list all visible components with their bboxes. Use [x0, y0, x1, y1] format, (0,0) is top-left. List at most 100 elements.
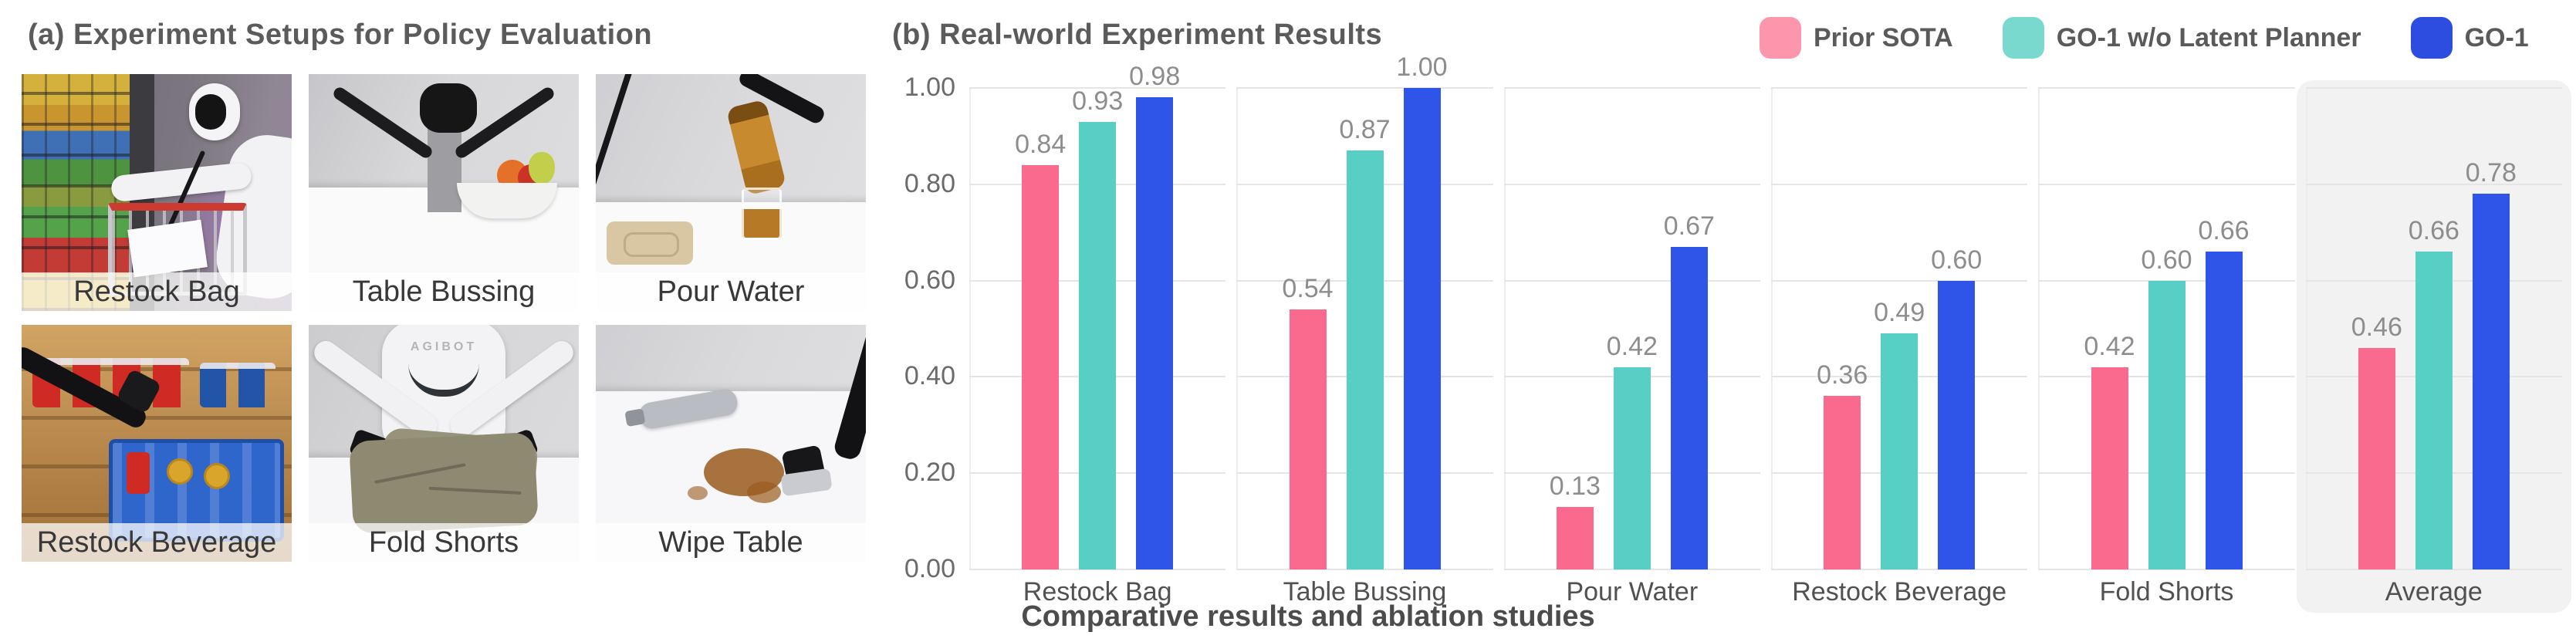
bar — [1556, 506, 1594, 569]
photo-label: Restock Bag — [22, 272, 292, 311]
bar-value-label: 0.36 — [1817, 360, 1868, 390]
bar — [1670, 246, 1708, 569]
section-b-title: (b) Real-world Experiment Results — [892, 19, 1383, 51]
x-axis-category-label: Table Bussing — [1283, 577, 1447, 607]
gridline — [1771, 87, 2028, 89]
x-axis-category-label: Restock Bag — [1023, 577, 1172, 607]
gridline — [1771, 183, 2028, 185]
bar — [1346, 150, 1384, 569]
bar — [2148, 280, 2186, 569]
bar — [2472, 194, 2510, 569]
y-tick-label: 0.20 — [904, 458, 955, 488]
gridline — [1771, 569, 2028, 570]
bar-value-label: 0.46 — [2351, 312, 2402, 342]
panel-boundary-line — [1236, 88, 1239, 569]
gridline — [1503, 183, 1760, 185]
gridline — [1503, 569, 1760, 570]
bar-value-label: 0.60 — [1931, 245, 1983, 275]
panel-boundary-line — [969, 88, 971, 569]
section-a-title: (a) Experiment Setups for Policy Evaluat… — [28, 19, 653, 51]
fruit-bowl — [457, 183, 557, 219]
bar-value-label: 0.78 — [2465, 158, 2517, 188]
photo-label: Fold Shorts — [309, 523, 579, 562]
gridline — [969, 569, 1226, 570]
spill-drop — [747, 481, 781, 503]
y-axis: 0.00 0.20 0.40 0.60 0.80 1.00 — [787, 73, 955, 583]
x-axis-category-label: Average — [2385, 577, 2483, 607]
y-tick-label: 0.40 — [904, 361, 955, 391]
robot-visor — [195, 94, 226, 130]
legend-label: GO-1 — [2464, 22, 2529, 52]
chart-legend: Prior SOTA GO-1 w/o Latent Planner GO-1 — [1760, 17, 2529, 59]
x-axis-category-label: Restock Beverage — [1792, 577, 2007, 607]
white-box — [127, 219, 208, 278]
robot-logo-text: AGIBOT — [410, 340, 478, 353]
can-in-crate — [126, 452, 150, 495]
gridline — [1236, 569, 1493, 570]
bar-value-label: 0.67 — [1663, 211, 1715, 241]
blue-cans-row — [200, 363, 276, 408]
legend-item-prior-sota: Prior SOTA — [1760, 17, 1953, 59]
photo-restock-beverage: Restock Beverage — [22, 325, 292, 562]
gridline — [2038, 87, 2295, 89]
sponge — [607, 221, 693, 265]
panel-boundary-line — [2305, 88, 2307, 569]
bar — [2205, 252, 2243, 569]
bar — [1022, 164, 1060, 569]
photo-label: Wipe Table — [596, 523, 866, 562]
legend-item-go1: GO-1 — [2410, 17, 2529, 59]
gridline — [2305, 569, 2562, 570]
bottle — [725, 99, 787, 196]
legend-label: Prior SOTA — [1814, 22, 1953, 52]
gridline — [2305, 87, 2562, 89]
robot-arm-left — [331, 85, 434, 160]
bar — [1881, 333, 1918, 569]
bar — [1079, 121, 1117, 569]
robot-head — [189, 83, 240, 141]
bar-value-label: 0.60 — [2141, 245, 2192, 275]
photo-fold-shorts: AGIBOT Fold Shorts — [309, 325, 579, 562]
bar-value-label: 0.42 — [2084, 331, 2135, 361]
photo-label: Table Bussing — [309, 272, 579, 311]
bar-value-label: 1.00 — [1396, 52, 1448, 82]
fabric-crease — [428, 486, 522, 495]
gridline — [2038, 183, 2295, 185]
fabric-crease — [374, 463, 466, 485]
bar-value-label: 0.87 — [1339, 115, 1391, 145]
legend-swatch-teal — [2002, 17, 2044, 59]
bar — [1613, 367, 1651, 569]
bar — [1824, 396, 1861, 569]
panel-boundary-line — [1503, 88, 1506, 569]
photo-label: Pour Water — [596, 272, 866, 311]
bar-value-label: 0.98 — [1129, 62, 1181, 92]
gridline — [2038, 569, 2295, 570]
plot-area: 0.84 0.93 0.98 Restock Bag 0.54 0.87 1.00 Table… — [969, 52, 2571, 613]
experiment-photo-grid: Restock Bag Table Bussing Pour Water — [22, 74, 866, 562]
gridline — [969, 87, 1226, 89]
robot-head-icon — [419, 83, 477, 133]
bar — [1403, 88, 1441, 569]
bar-value-label: 0.66 — [2408, 216, 2459, 246]
bar — [2091, 367, 2128, 569]
bar — [2415, 252, 2453, 569]
bar-value-label: 0.93 — [1072, 86, 1124, 116]
spill-drop — [688, 485, 708, 500]
gridline — [1503, 87, 1760, 89]
bar — [1938, 280, 1976, 569]
y-tick-label: 0.60 — [904, 265, 955, 295]
bar — [1136, 97, 1174, 569]
bottle-cap — [203, 463, 230, 490]
bar — [2358, 347, 2395, 569]
robot-cable — [596, 74, 634, 196]
pear-fruit — [528, 152, 555, 185]
legend-swatch-pink — [1760, 17, 1801, 59]
gridline — [1236, 87, 1493, 89]
photo-restock-bag: Restock Bag — [22, 74, 292, 311]
gridline — [1771, 279, 2028, 282]
bar-value-label: 0.66 — [2198, 216, 2250, 246]
bar-value-label: 0.42 — [1606, 331, 1658, 361]
y-tick-label: 0.00 — [904, 554, 955, 583]
panel-boundary-line — [2038, 88, 2040, 569]
panel-boundary-line — [1771, 88, 1773, 569]
